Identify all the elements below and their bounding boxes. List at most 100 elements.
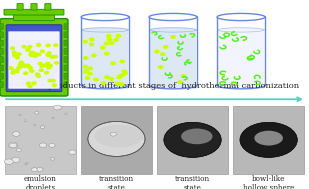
Circle shape: [36, 167, 43, 171]
Circle shape: [30, 51, 34, 54]
Circle shape: [83, 65, 87, 68]
FancyBboxPatch shape: [64, 57, 68, 63]
FancyBboxPatch shape: [8, 31, 60, 89]
Circle shape: [104, 42, 108, 45]
Circle shape: [123, 72, 127, 74]
Circle shape: [47, 52, 51, 54]
Circle shape: [4, 159, 13, 164]
FancyBboxPatch shape: [64, 65, 68, 71]
Circle shape: [24, 72, 28, 74]
Circle shape: [39, 143, 47, 147]
FancyBboxPatch shape: [0, 48, 3, 54]
Text: transition
state: transition state: [175, 175, 210, 189]
Circle shape: [35, 112, 39, 114]
FancyBboxPatch shape: [6, 25, 62, 92]
Circle shape: [171, 36, 175, 38]
Circle shape: [11, 47, 15, 50]
Circle shape: [49, 143, 55, 147]
Ellipse shape: [181, 129, 213, 144]
Circle shape: [24, 120, 27, 122]
Circle shape: [90, 43, 94, 46]
Circle shape: [12, 51, 16, 54]
Polygon shape: [218, 28, 264, 32]
Circle shape: [104, 52, 109, 55]
Circle shape: [88, 67, 92, 70]
Circle shape: [92, 54, 96, 57]
Circle shape: [90, 38, 94, 41]
Circle shape: [107, 35, 111, 37]
Circle shape: [40, 65, 44, 67]
Circle shape: [30, 70, 34, 72]
Text: emulsion
droplets: emulsion droplets: [24, 175, 57, 189]
Circle shape: [111, 62, 115, 65]
Circle shape: [25, 164, 27, 165]
Circle shape: [28, 46, 32, 48]
Circle shape: [52, 84, 56, 87]
Ellipse shape: [93, 128, 136, 148]
FancyBboxPatch shape: [4, 9, 64, 15]
Circle shape: [52, 117, 54, 118]
Circle shape: [19, 61, 23, 64]
Circle shape: [19, 114, 21, 115]
Circle shape: [13, 54, 17, 57]
Circle shape: [115, 82, 120, 85]
FancyBboxPatch shape: [64, 32, 68, 38]
Circle shape: [54, 44, 58, 46]
Circle shape: [46, 54, 50, 56]
Circle shape: [69, 150, 76, 154]
Circle shape: [40, 50, 44, 53]
Circle shape: [110, 132, 116, 136]
Circle shape: [28, 85, 32, 88]
Circle shape: [84, 70, 88, 73]
FancyBboxPatch shape: [0, 82, 3, 88]
FancyBboxPatch shape: [14, 12, 54, 21]
Circle shape: [37, 44, 41, 46]
Circle shape: [30, 51, 34, 54]
Circle shape: [32, 168, 38, 171]
Circle shape: [28, 67, 32, 69]
Polygon shape: [82, 30, 129, 89]
Circle shape: [84, 57, 88, 59]
Circle shape: [159, 66, 163, 68]
Circle shape: [88, 122, 145, 156]
FancyBboxPatch shape: [0, 32, 3, 38]
Circle shape: [53, 55, 57, 58]
FancyBboxPatch shape: [5, 106, 76, 174]
Circle shape: [32, 82, 36, 84]
Circle shape: [117, 76, 121, 78]
Text: different products in different stages of  hydrothermal carbonization: different products in different stages o…: [10, 82, 299, 90]
Circle shape: [36, 73, 40, 76]
FancyBboxPatch shape: [157, 106, 228, 174]
Polygon shape: [82, 28, 128, 32]
FancyBboxPatch shape: [45, 3, 51, 10]
FancyBboxPatch shape: [0, 73, 3, 79]
Circle shape: [54, 62, 58, 64]
Text: transition
state: transition state: [99, 175, 134, 189]
Circle shape: [155, 50, 159, 53]
Circle shape: [30, 54, 34, 56]
FancyBboxPatch shape: [64, 40, 68, 46]
Circle shape: [26, 82, 30, 85]
FancyArrowPatch shape: [6, 97, 301, 101]
Circle shape: [19, 65, 23, 68]
Circle shape: [18, 64, 22, 66]
Circle shape: [51, 79, 55, 82]
Circle shape: [88, 72, 92, 75]
FancyBboxPatch shape: [31, 3, 37, 10]
Circle shape: [36, 75, 40, 77]
Circle shape: [46, 44, 50, 47]
Circle shape: [240, 122, 297, 157]
Circle shape: [11, 72, 15, 74]
Circle shape: [29, 54, 33, 56]
Circle shape: [34, 125, 36, 126]
Circle shape: [114, 39, 118, 41]
Polygon shape: [150, 30, 197, 89]
Circle shape: [26, 64, 30, 67]
Circle shape: [105, 76, 109, 79]
Circle shape: [163, 46, 168, 48]
Ellipse shape: [95, 125, 143, 147]
FancyBboxPatch shape: [64, 73, 68, 79]
Circle shape: [26, 49, 30, 51]
Circle shape: [47, 67, 51, 69]
FancyBboxPatch shape: [0, 19, 68, 96]
